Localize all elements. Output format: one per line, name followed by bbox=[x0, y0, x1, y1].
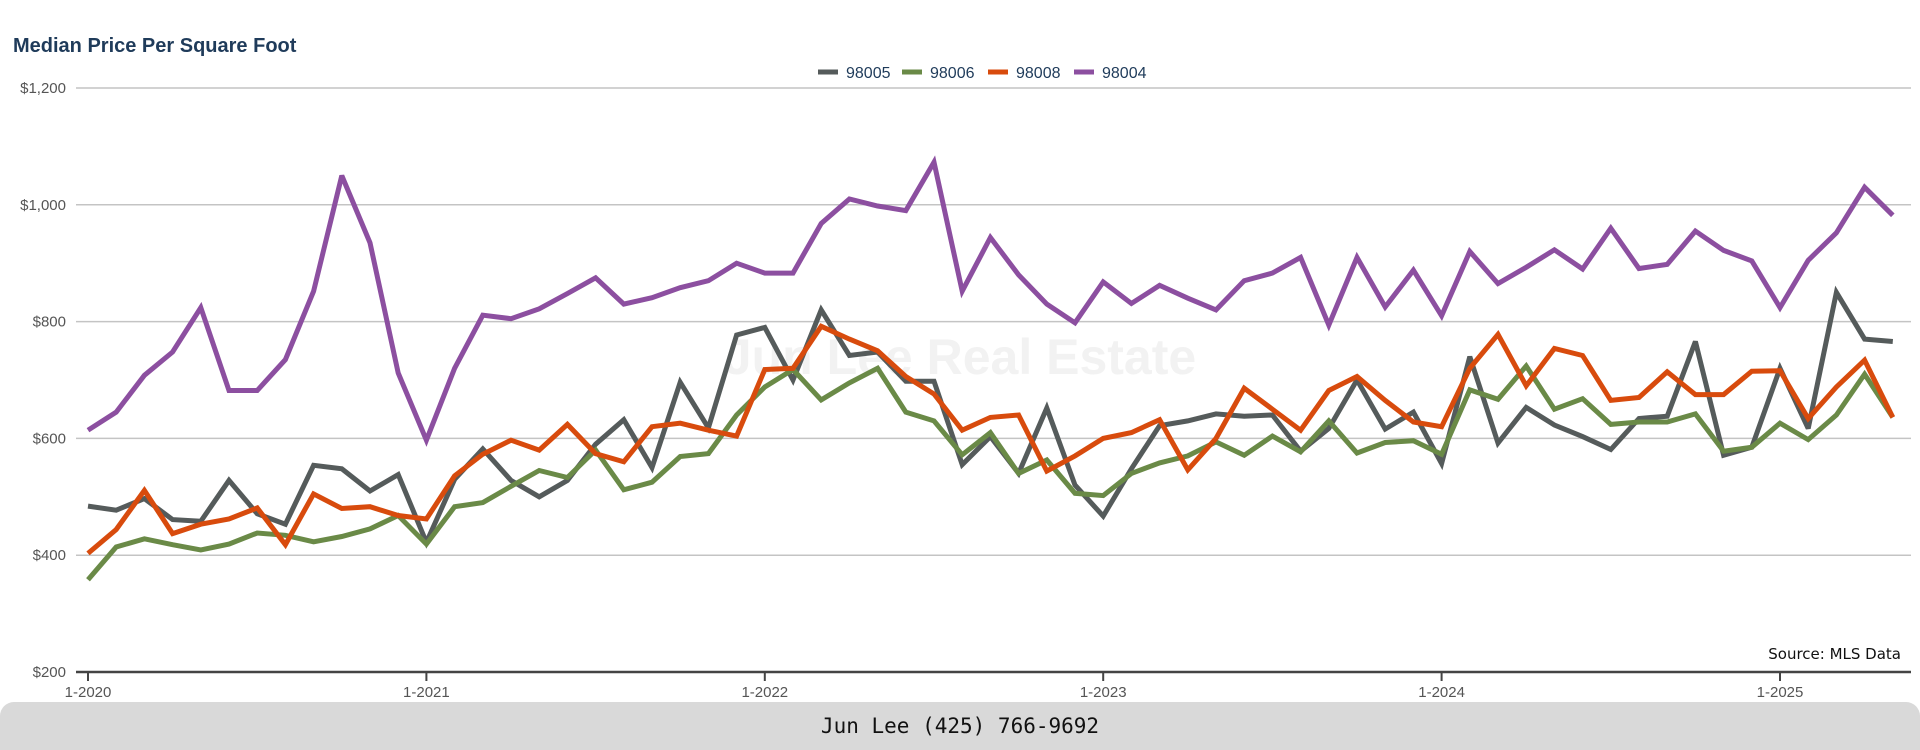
x-tick-label: 1-2022 bbox=[741, 684, 788, 701]
y-tick-label: $600 bbox=[33, 430, 66, 447]
y-tick-label: $200 bbox=[33, 664, 66, 681]
y-tick-label: $800 bbox=[33, 314, 66, 331]
chart-title: Median Price Per Square Foot bbox=[13, 35, 297, 57]
y-axis: $200 $400 $600 $800 $1,000 $1,200 bbox=[20, 80, 66, 681]
x-tick-label: 1-2025 bbox=[1757, 684, 1804, 701]
contact-text: Jun Lee (425) 766-9692 bbox=[820, 714, 1100, 738]
series-line-98006 bbox=[86, 361, 1895, 582]
x-axis: 1-2020 1-2021 1-2022 1-2023 1-2024 1-2025 bbox=[65, 670, 1911, 701]
y-tick-label: $400 bbox=[33, 547, 66, 564]
series-line-98004 bbox=[86, 155, 1895, 447]
x-tick-label: 1-2024 bbox=[1418, 684, 1465, 701]
legend-label-98004: 98004 bbox=[1102, 65, 1147, 82]
x-tick-label: 1-2023 bbox=[1080, 684, 1127, 701]
y-tick-label: $1,000 bbox=[20, 197, 66, 214]
footer-bar: Jun Lee (425) 766-9692 bbox=[0, 702, 1920, 750]
x-tick-label: 1-2020 bbox=[65, 684, 112, 701]
legend-label-98006: 98006 bbox=[930, 65, 975, 82]
series-lines bbox=[86, 155, 1896, 582]
legend-label-98005: 98005 bbox=[846, 65, 891, 82]
x-tick-label: 1-2021 bbox=[403, 684, 450, 701]
series-line-98008 bbox=[86, 323, 1896, 556]
grid-lines bbox=[76, 87, 1911, 556]
source-note: Source: MLS Data bbox=[1768, 645, 1901, 663]
y-tick-label: $1,200 bbox=[20, 80, 66, 97]
line-chart: Median Price Per Square Foot Jun Lee Rea… bbox=[13, 35, 1911, 701]
legend: 98005 98006 98008 98004 bbox=[818, 65, 1147, 82]
legend-label-98008: 98008 bbox=[1016, 65, 1061, 82]
